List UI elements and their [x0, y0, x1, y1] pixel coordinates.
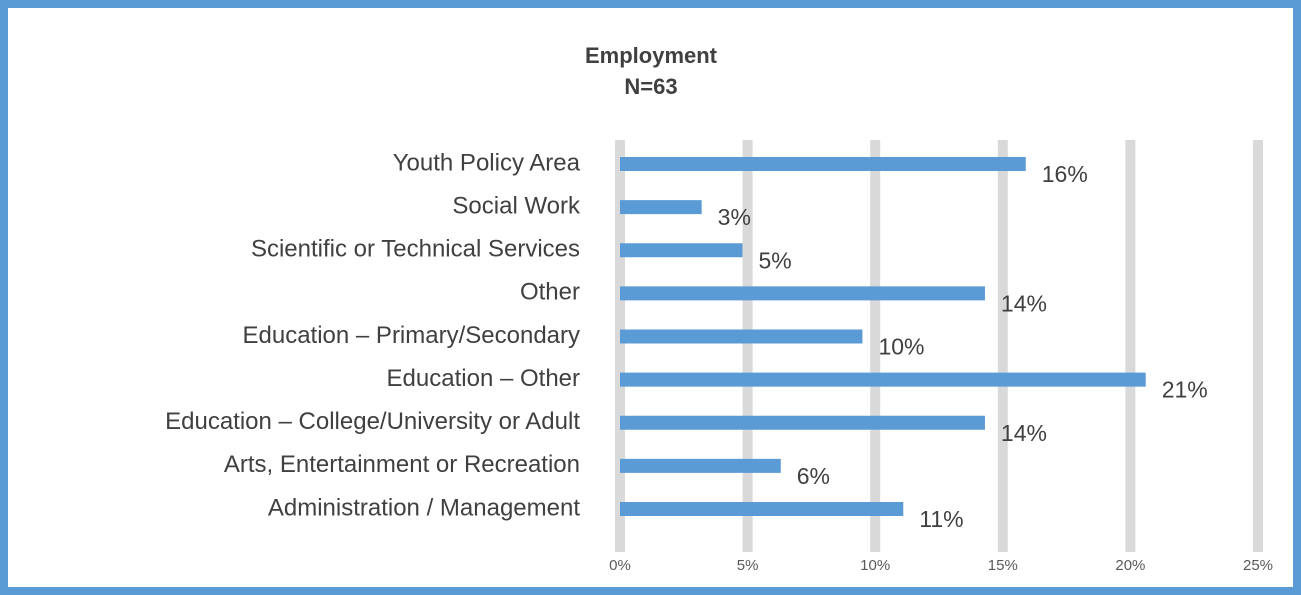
x-tick-label: 10%	[860, 557, 890, 574]
bar	[620, 458, 781, 473]
x-tick-label: 15%	[988, 557, 1018, 574]
chart-title: Employment	[585, 43, 718, 68]
x-tick-label: 5%	[737, 557, 759, 574]
x-tick-label: 20%	[1115, 557, 1145, 574]
bar	[620, 372, 1146, 387]
data-label: 3%	[718, 204, 751, 230]
y-tick-label: Social Work	[452, 192, 581, 219]
y-tick-label: Education – Other	[387, 365, 580, 392]
y-tick-label: Administration / Management	[268, 494, 580, 521]
data-label: 21%	[1162, 377, 1208, 403]
y-tick-label: Education – College/University or Adult	[165, 408, 580, 435]
y-tick-label: Arts, Entertainment or Recreation	[224, 451, 580, 478]
data-label: 10%	[878, 334, 924, 360]
bar	[620, 286, 985, 301]
y-tick-label: Youth Policy Area	[393, 149, 581, 176]
data-label: 6%	[797, 463, 830, 489]
bar	[620, 243, 743, 258]
data-label: 16%	[1042, 161, 1088, 187]
bar	[620, 329, 863, 344]
chart-subtitle: N=63	[624, 74, 677, 99]
bar	[620, 415, 985, 430]
bar	[620, 200, 702, 215]
bar	[620, 157, 1026, 171]
x-tick-label: 25%	[1243, 557, 1273, 574]
y-tick-label: Scientific or Technical Services	[251, 236, 580, 263]
data-label: 14%	[1001, 290, 1047, 316]
data-label: 5%	[758, 247, 791, 273]
data-label: 11%	[919, 506, 963, 532]
y-tick-label: Other	[520, 279, 580, 306]
y-tick-label: Education – Primary/Secondary	[243, 322, 581, 349]
bar	[620, 502, 904, 516]
data-label: 14%	[1001, 420, 1047, 446]
x-tick-label: 0%	[609, 557, 631, 574]
